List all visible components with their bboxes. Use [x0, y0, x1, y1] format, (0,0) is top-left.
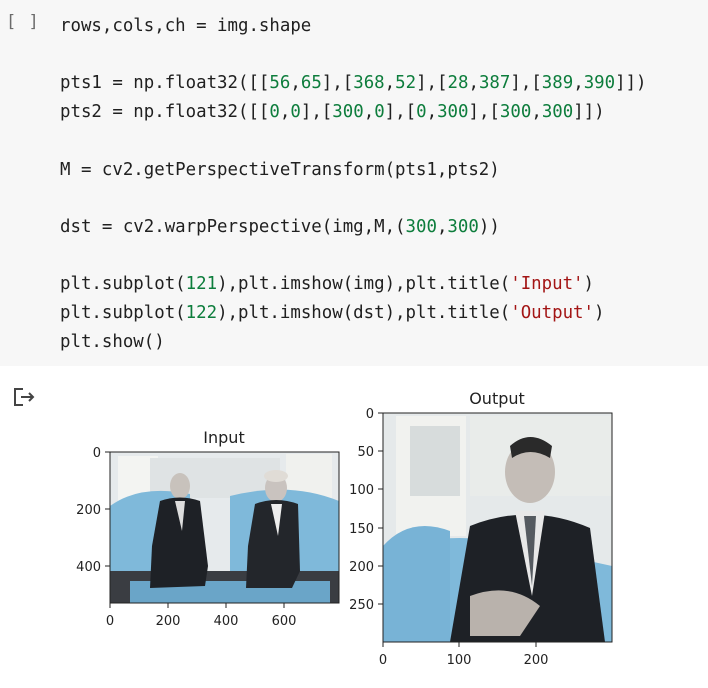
input-x-tick-label: 200 [156, 614, 181, 629]
output-y-tick-label: 250 [349, 598, 374, 613]
run-cell-button[interactable]: [ ] [6, 12, 40, 32]
code-line[interactable]: rows,cols,ch = img.shape [60, 16, 312, 36]
output-area: Input Output 0 200 400 600 0 200 400 0 1… [0, 366, 708, 688]
output-x-tick-label: 0 [379, 653, 387, 668]
code-line[interactable]: plt.show() [60, 331, 165, 352]
input-x-tick-label: 400 [214, 614, 239, 629]
input-axes-frame [109, 451, 340, 604]
output-y-tick-label: 150 [349, 522, 374, 537]
output-y-tick-label: 200 [349, 560, 374, 575]
input-y-ticks [105, 451, 110, 567]
code-line[interactable]: M = cv2.getPerspectiveTransform(pts1,pts… [60, 159, 500, 180]
input-x-tick-label: 0 [106, 614, 114, 629]
output-y-ticks [378, 412, 383, 605]
input-y-tick-label: 0 [93, 446, 101, 461]
output-y-tick-label: 100 [349, 483, 374, 498]
input-y-tick-label: 200 [76, 503, 101, 518]
input-image [110, 452, 339, 603]
code-line[interactable]: plt.subplot(122),plt.imshow(dst),plt.tit… [60, 303, 605, 324]
output-x-tick-label: 100 [447, 653, 472, 668]
code-line[interactable]: dst = cv2.warpPerspective(img,M,(300,300… [60, 216, 500, 237]
output-plot-title: Output [469, 389, 525, 408]
output-y-tick-label: 0 [366, 407, 374, 422]
matplotlib-figure: Input Output 0 200 400 600 0 200 400 0 1… [76, 389, 613, 668]
code-line[interactable]: pts2 = np.float32([[0,0],[300,0],[0,300]… [60, 102, 605, 123]
code-line[interactable]: pts1 = np.float32([[56,65],[368,52],[28,… [60, 73, 647, 94]
input-y-tick-label: 400 [76, 560, 101, 575]
output-y-tick-label: 50 [357, 445, 374, 460]
code-editor[interactable]: rows,cols,ch = img.shape pts1 = np.float… [60, 12, 647, 356]
output-x-ticks [382, 642, 537, 647]
input-x-tick-label: 600 [272, 614, 297, 629]
output-x-tick-label: 200 [524, 653, 549, 668]
code-line[interactable]: plt.subplot(121),plt.imshow(img),plt.tit… [60, 274, 595, 295]
output-image [383, 413, 612, 642]
input-x-ticks [109, 603, 285, 608]
code-cell[interactable]: [ ] rows,cols,ch = img.shape pts1 = np.f… [0, 0, 708, 366]
input-plot-title: Input [203, 428, 244, 447]
output-redirect-icon [14, 388, 35, 406]
